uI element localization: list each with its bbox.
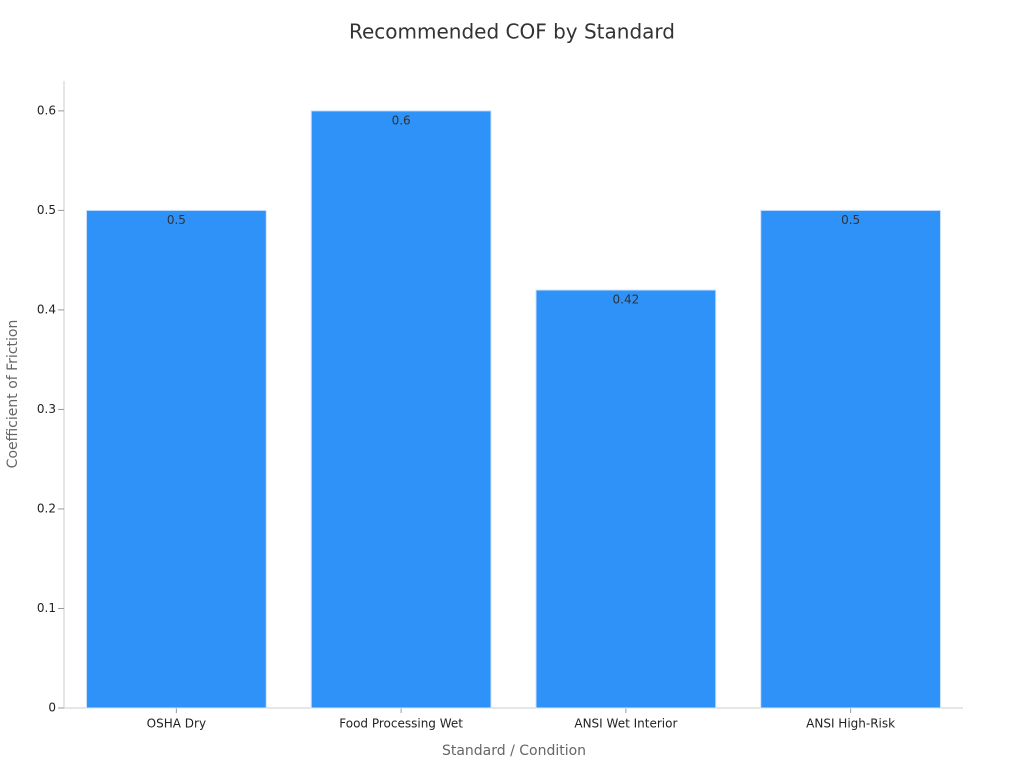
bar bbox=[85, 209, 267, 709]
y-tick-label: 0.3 bbox=[37, 402, 56, 416]
value-label: 0.5 bbox=[841, 213, 860, 227]
y-tick-label: 0.1 bbox=[37, 601, 56, 615]
x-axis-label: Standard / Condition bbox=[442, 743, 586, 759]
chart-title: Recommended COF by Standard bbox=[349, 20, 675, 44]
x-tick-label: OSHA Dry bbox=[147, 717, 206, 731]
y-axis-label: Coefficient of Friction bbox=[5, 320, 21, 469]
y-tick-label: 0 bbox=[48, 701, 56, 715]
value-label: 0.6 bbox=[392, 113, 411, 127]
bar bbox=[310, 110, 492, 709]
y-tick-label: 0.5 bbox=[37, 203, 56, 217]
value-label: 0.42 bbox=[613, 293, 640, 307]
bar bbox=[535, 289, 717, 709]
y-tick-label: 0.4 bbox=[37, 302, 56, 316]
bar bbox=[760, 209, 942, 709]
y-tick-label: 0.2 bbox=[37, 501, 56, 515]
x-tick-label: Food Processing Wet bbox=[339, 717, 463, 731]
x-tick-label: ANSI Wet Interior bbox=[574, 717, 677, 731]
value-label: 0.5 bbox=[167, 213, 186, 227]
x-tick-label: ANSI High-Risk bbox=[806, 717, 895, 731]
y-tick-label: 0.6 bbox=[37, 103, 56, 117]
